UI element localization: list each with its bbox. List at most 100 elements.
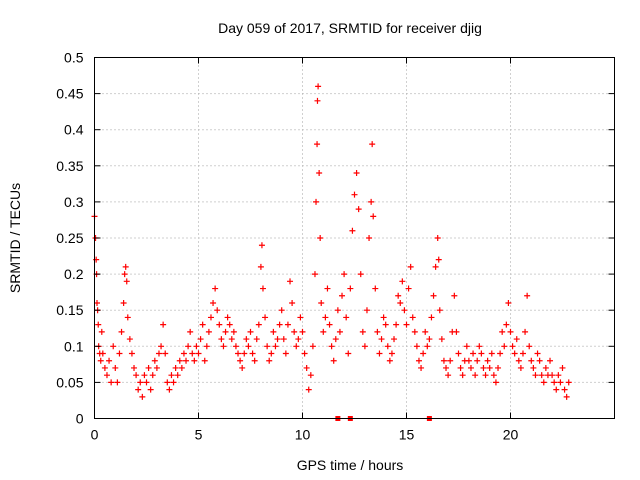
y-tick-label: 0.45 — [56, 86, 83, 102]
data-point — [499, 328, 506, 335]
data-point — [339, 292, 346, 299]
data-point — [160, 321, 167, 328]
data-point — [314, 97, 321, 104]
data-point — [151, 357, 158, 364]
data-point — [355, 206, 362, 213]
data-point — [534, 350, 541, 357]
data-point — [176, 357, 183, 364]
data-point — [287, 278, 294, 285]
data-point — [480, 364, 487, 371]
data-point — [328, 343, 335, 350]
data-point — [447, 357, 454, 364]
data-point — [232, 343, 239, 350]
data-point — [205, 328, 212, 335]
data-point — [98, 328, 105, 335]
data-point — [467, 364, 474, 371]
data-point — [317, 235, 324, 241]
data-point — [517, 364, 524, 371]
data-point — [393, 321, 400, 328]
data-point — [497, 350, 504, 357]
data-point — [266, 357, 273, 364]
data-point — [511, 350, 518, 357]
data-point — [320, 328, 327, 335]
data-point — [351, 191, 358, 198]
data-point — [430, 292, 437, 299]
data-point — [405, 285, 412, 292]
data-point — [357, 271, 364, 278]
data-point — [341, 271, 348, 278]
grid-layer — [94, 57, 615, 419]
data-point — [418, 364, 425, 371]
data-point — [226, 321, 233, 328]
data-point — [524, 292, 531, 299]
data-point — [413, 343, 420, 350]
data-point — [345, 350, 352, 357]
data-point — [133, 372, 140, 379]
data-point — [158, 343, 165, 350]
data-point — [549, 372, 556, 379]
data-point — [484, 357, 491, 364]
data-point — [189, 350, 196, 357]
data-point — [131, 364, 138, 371]
data-point — [376, 350, 383, 357]
data-point — [474, 357, 481, 364]
data-point — [172, 364, 179, 371]
data-point — [359, 328, 366, 335]
data-point — [116, 350, 123, 357]
data-point — [139, 393, 146, 400]
data-point — [465, 357, 472, 364]
data-point — [561, 386, 568, 393]
data-point — [199, 321, 206, 328]
data-point — [434, 235, 441, 241]
data-point — [316, 170, 323, 177]
data-point — [455, 350, 462, 357]
data-point — [295, 336, 302, 343]
data-point — [193, 343, 200, 350]
data-point — [353, 170, 360, 177]
data-point — [114, 379, 121, 386]
data-point — [495, 364, 502, 371]
data-point — [170, 379, 177, 386]
x-axis-title: GPS time / hours — [297, 457, 404, 473]
data-point — [309, 343, 316, 350]
data-point — [97, 357, 104, 364]
data-point — [207, 314, 214, 321]
data-point — [120, 299, 127, 306]
data-point — [183, 357, 190, 364]
data-point — [315, 83, 322, 90]
data-point — [507, 328, 514, 335]
data-point — [145, 364, 152, 371]
data-point — [203, 343, 210, 350]
data-point — [332, 336, 339, 343]
data-point — [374, 328, 381, 335]
data-point — [274, 336, 281, 343]
data-point — [268, 350, 275, 357]
data-point — [110, 343, 117, 350]
data-point — [409, 314, 416, 321]
data-point — [470, 350, 477, 357]
data-point — [372, 285, 379, 292]
data-point — [522, 328, 529, 335]
data-point — [519, 350, 526, 357]
y-tick-label: 0.15 — [56, 302, 83, 318]
data-point — [228, 336, 235, 343]
data-point — [386, 357, 393, 364]
data-point — [299, 328, 306, 335]
data-point — [149, 372, 156, 379]
data-point — [282, 350, 289, 357]
data-point — [438, 336, 445, 343]
data-point — [278, 307, 285, 314]
data-point — [343, 314, 350, 321]
y-tick-label: 0.4 — [64, 122, 84, 138]
data-point — [143, 379, 150, 386]
data-point — [239, 364, 246, 371]
data-point — [399, 278, 406, 285]
ticks-layer: 0 0.05 0.1 0.15 0.2 0.25 0.3 0.35 0.4 0.45 0.5 0 5 10… — [56, 50, 615, 443]
data-point — [391, 336, 398, 343]
data-point — [557, 379, 564, 386]
data-point — [258, 242, 265, 249]
data-point — [301, 350, 308, 357]
data-point — [307, 372, 314, 379]
data-point — [457, 364, 464, 371]
